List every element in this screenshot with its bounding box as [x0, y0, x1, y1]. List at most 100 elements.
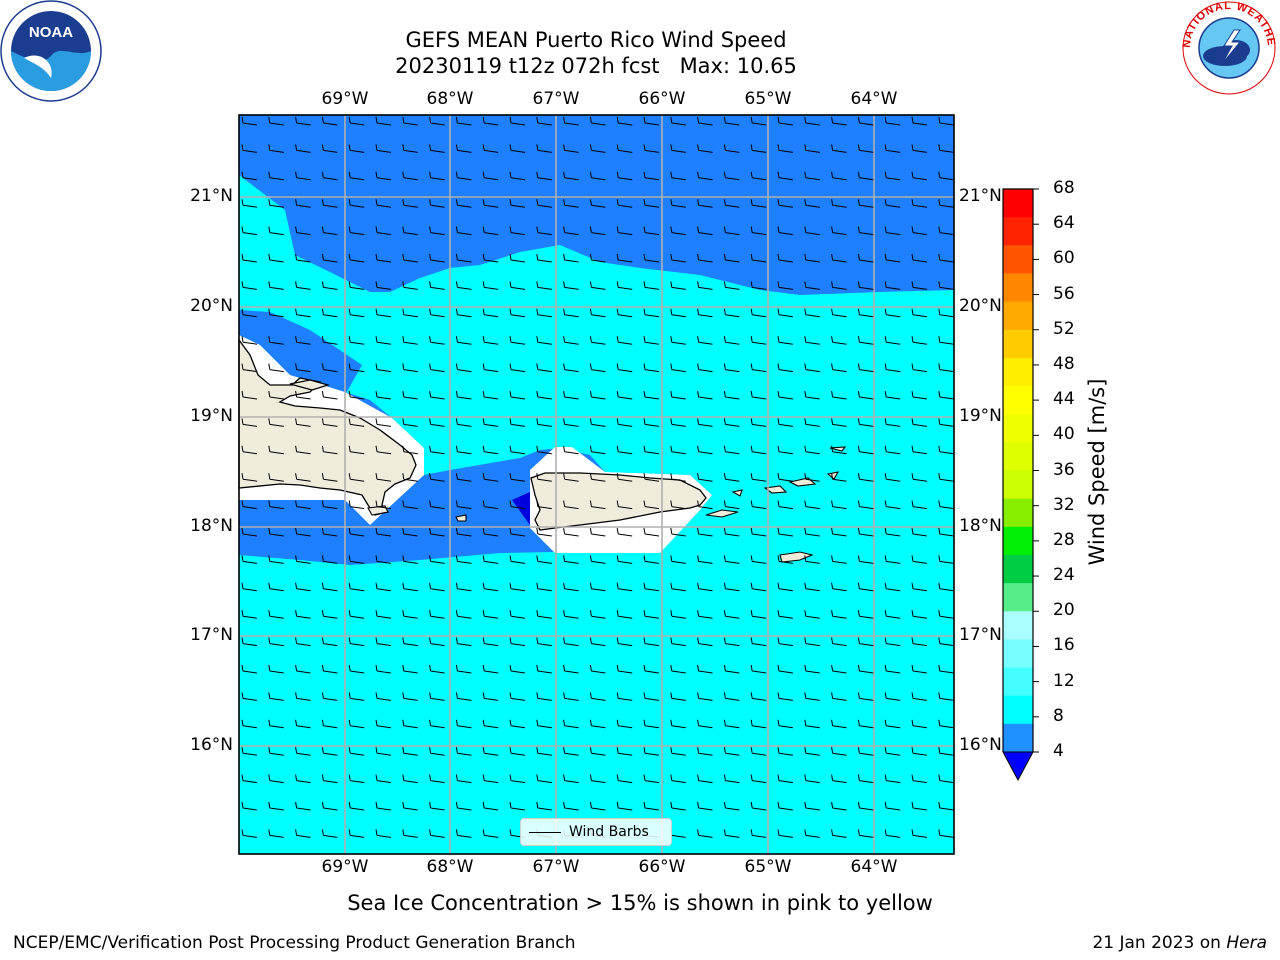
- wind-barb: [429, 582, 445, 592]
- wind-barb: [321, 199, 338, 208]
- wind-barb: [857, 171, 874, 181]
- wind-barb: [455, 308, 472, 318]
- wind-barb: [723, 829, 740, 838]
- colorbar-tick-label: 40: [1053, 424, 1075, 445]
- wind-barb: [348, 801, 365, 811]
- wind-barb: [589, 637, 606, 647]
- wind-barb: [402, 253, 418, 263]
- wind-barb: [563, 445, 579, 455]
- wind-barb: [911, 664, 928, 674]
- wind-barb: [697, 555, 713, 564]
- wind-barb: [268, 116, 284, 126]
- wind-barb: [321, 774, 338, 784]
- wind-barb: [616, 144, 633, 153]
- wind-barb: [455, 555, 472, 564]
- wind-barb: [857, 363, 874, 373]
- wind-barb: [697, 336, 713, 345]
- wind-barb: [268, 664, 284, 674]
- wind-barb: [697, 719, 713, 729]
- wind-barb: [831, 500, 847, 510]
- wind-barb: [723, 363, 740, 373]
- wind-barb: [241, 144, 258, 153]
- wind-barb: [911, 226, 928, 236]
- wind-barb: [268, 445, 284, 455]
- wind-barb: [482, 527, 499, 537]
- colorbar-title: Wind Speed [m/s]: [1085, 378, 1109, 566]
- wind-barb: [777, 801, 794, 811]
- latitude-label: 18°N: [959, 516, 1002, 536]
- wind-barb: [241, 774, 258, 784]
- wind-barb: [563, 199, 579, 208]
- wind-barb: [402, 801, 418, 811]
- wind-barb: [509, 719, 526, 729]
- wind-barb: [268, 692, 284, 701]
- wind-barb: [777, 390, 794, 400]
- wind-barb: [268, 527, 284, 537]
- wind-barb: [429, 171, 445, 181]
- wind-barb: [563, 253, 579, 263]
- wind-barb: [429, 610, 445, 619]
- wind-barb: [268, 829, 284, 838]
- wind-barb: [911, 336, 928, 345]
- wind-barb: [911, 719, 928, 729]
- wind-barb: [295, 171, 311, 181]
- wind-barb: [429, 281, 445, 290]
- footer-date-text: 21 Jan 2023 on: [1092, 933, 1227, 953]
- wind-barb: [750, 418, 767, 427]
- wind-barb: [750, 747, 767, 756]
- wind-barb: [884, 829, 901, 838]
- wind-barb: [509, 500, 526, 510]
- wind-barb: [589, 719, 606, 729]
- colorbar-segment: [1003, 723, 1033, 753]
- wind-barb: [375, 692, 392, 701]
- wind-barb: [670, 418, 686, 427]
- colorbar-tick-label: 36: [1053, 459, 1075, 480]
- wind-barb: [616, 116, 633, 126]
- wind-barb: [563, 664, 579, 674]
- wind-barb: [723, 473, 740, 482]
- wind-barb: [321, 418, 338, 427]
- wind-barb: [241, 500, 258, 510]
- wind-barb: [884, 171, 901, 181]
- wind-barb: [268, 500, 284, 510]
- wind-barb: [777, 664, 794, 674]
- wind-barb: [723, 637, 740, 647]
- wind-barb: [750, 555, 767, 564]
- colorbar-tick-label: 20: [1053, 600, 1075, 621]
- wind-barb: [670, 363, 686, 373]
- wind-barb: [723, 226, 740, 236]
- wind-barb: [938, 774, 954, 784]
- wind-barb: [268, 253, 284, 263]
- wind-barb: [884, 336, 901, 345]
- wind-barb: [857, 664, 874, 674]
- wind-barb: [482, 500, 499, 510]
- wind-barb: [241, 719, 258, 729]
- wind-barb: [536, 774, 552, 784]
- wind-barb: [375, 390, 392, 400]
- wind-barb: [670, 253, 686, 263]
- wind-barb: [455, 692, 472, 701]
- wind-barb: [429, 336, 445, 345]
- wind-barb: [536, 281, 552, 290]
- wind-barb: [482, 747, 499, 756]
- wind-barb: [884, 363, 901, 373]
- wind-barb: [375, 418, 392, 427]
- wind-barb: [482, 473, 499, 482]
- gridlines: [239, 115, 954, 854]
- longitude-label: 69°W: [321, 89, 369, 109]
- wind-barb: [429, 226, 445, 236]
- wind-barb: [857, 418, 874, 427]
- wind-barb: [804, 445, 820, 455]
- wind-barb: [241, 281, 258, 290]
- wind-barb: [348, 308, 365, 318]
- wind-barb: [563, 555, 579, 564]
- longitude-label: 68°W: [426, 89, 474, 109]
- wind-barb: [589, 226, 606, 236]
- wind-barb: [911, 747, 928, 756]
- wind-barb: [750, 116, 767, 126]
- colorbar-tick-label: 56: [1053, 283, 1075, 304]
- wind-barb: [777, 527, 794, 537]
- wind-barb: [670, 226, 686, 236]
- chart-title: GEFS MEAN Puerto Rico Wind Speed: [405, 28, 787, 52]
- wind-barb: [723, 390, 740, 400]
